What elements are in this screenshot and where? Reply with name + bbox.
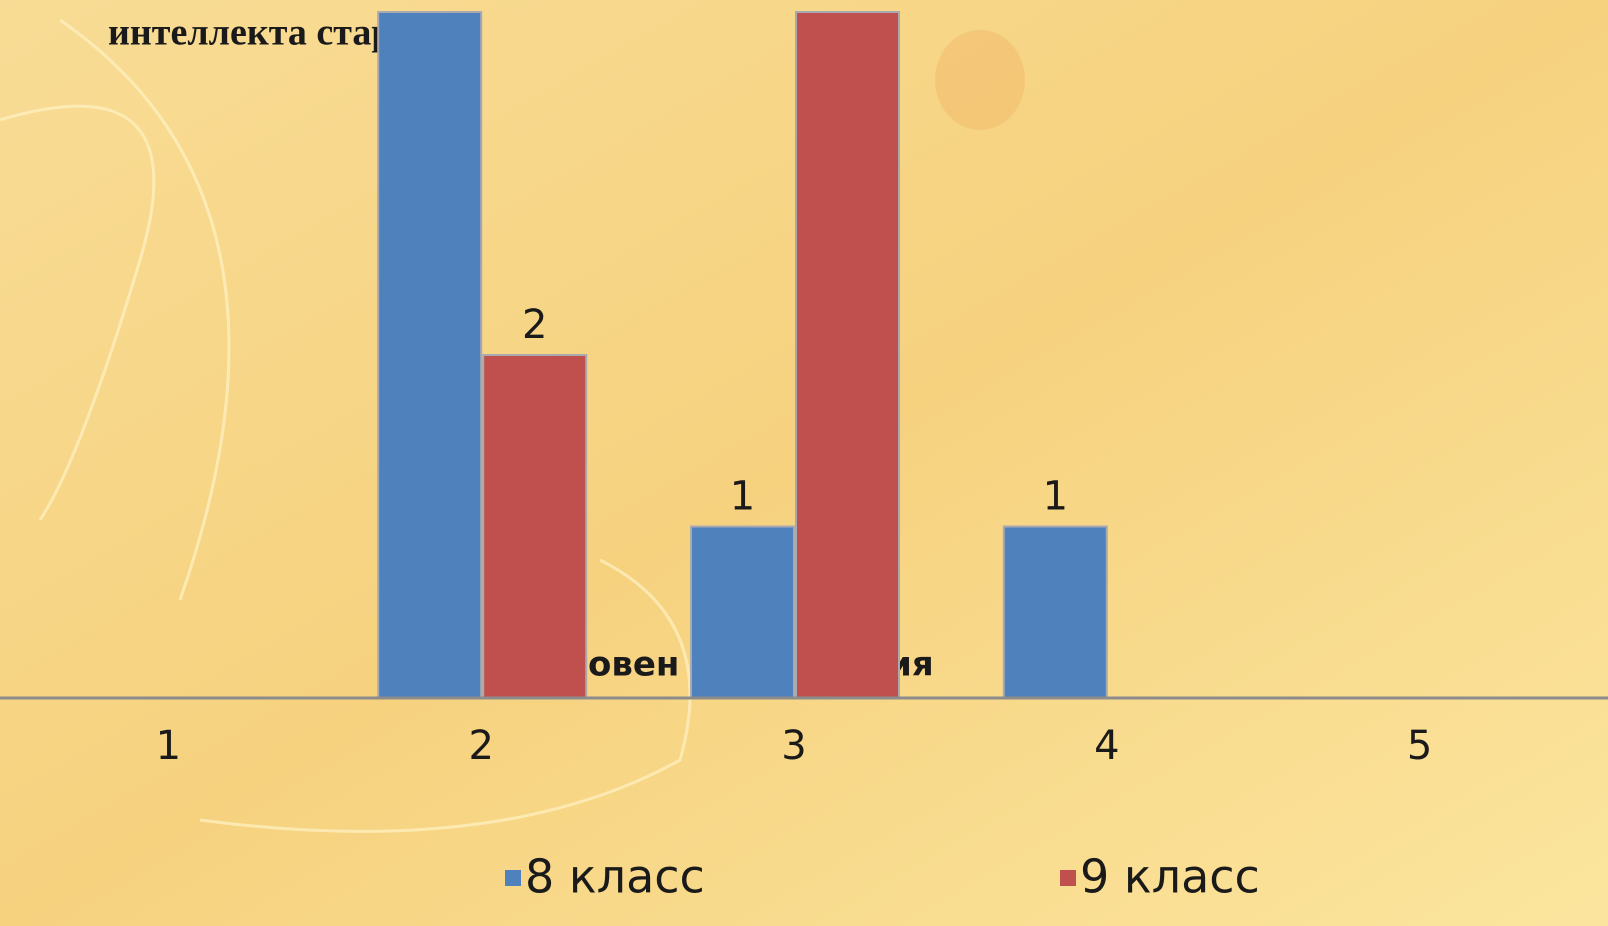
legend-label: 9 класс [1080, 850, 1260, 904]
bar [691, 527, 794, 699]
bar [483, 355, 586, 698]
bar [796, 12, 899, 698]
data-label: 1 [730, 474, 755, 520]
page: интеллекта старост овен ия 12423144158 к… [0, 0, 1608, 926]
x-axis-title: овен [588, 645, 679, 685]
x-tick-label: 1 [156, 723, 181, 769]
x-tick-label: 2 [468, 723, 493, 769]
legend-marker [1060, 870, 1076, 886]
data-label: 4 [835, 0, 860, 5]
bar [1004, 527, 1107, 699]
decoration [935, 30, 1025, 130]
chart: интеллекта старост овен ия 12423144158 к… [0, 0, 1608, 926]
bar [378, 12, 481, 698]
data-label: 1 [1043, 474, 1068, 520]
x-tick-label: 5 [1407, 723, 1432, 769]
x-tick-label: 3 [781, 723, 806, 769]
x-tick-label: 4 [1094, 723, 1119, 769]
data-label: 4 [417, 0, 442, 5]
legend-label: 8 класс [525, 850, 705, 904]
data-label: 2 [522, 302, 547, 348]
legend-marker [505, 870, 521, 886]
